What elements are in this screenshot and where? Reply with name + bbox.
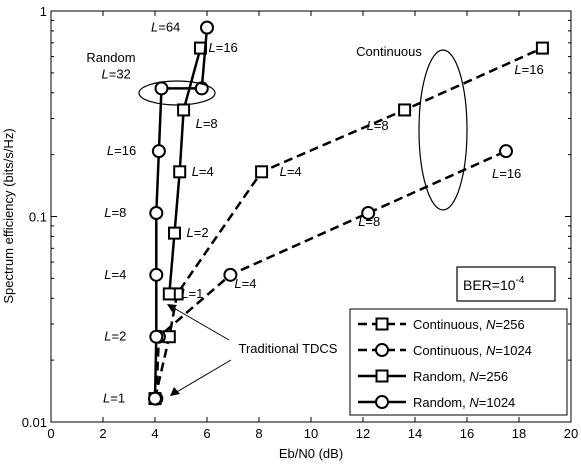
data-point-marker [173, 165, 187, 179]
annotation-random: Random [86, 50, 135, 65]
data-point-marker [154, 81, 169, 96]
data-point-marker [149, 329, 164, 344]
series-line [153, 46, 543, 399]
data-point-marker [149, 267, 164, 282]
data-point-label: L=16 [514, 62, 543, 77]
data-point-label: L=64 [151, 20, 180, 35]
x-tick-label: 0 [47, 426, 54, 441]
ber-box: BER=10-4 [456, 266, 556, 302]
x-tick-label: 8 [255, 426, 262, 441]
data-point-marker [148, 391, 162, 406]
x-tick-label: 20 [564, 426, 578, 441]
legend-marker [375, 343, 389, 357]
data-point-marker [361, 205, 376, 220]
x-tick-label: 6 [203, 426, 210, 441]
data-point-marker [149, 205, 164, 220]
point-labels: L=4 L=8 L=16 L=4 L=8 L=16 L=1 L=2 L=4 L=8 L=16 L=1 L… [102, 20, 544, 406]
legend-label: Random, N=1024 [413, 395, 515, 410]
y-tick-label: 1 [40, 4, 47, 19]
legend-entry-2: Random, N=256 [358, 369, 508, 384]
data-point-label: L=1 [181, 286, 203, 301]
data-point-label: L=4 [234, 276, 256, 291]
data-point-label: L=8 [358, 214, 380, 229]
continuous-group-ellipse [418, 49, 468, 211]
svg-text:BER=10-4: BER=10-4 [463, 275, 525, 293]
data-point-marker [223, 267, 238, 282]
data-point-label: L=4 [104, 267, 126, 282]
data-point-label: L=16 [209, 40, 238, 55]
legend-marker [375, 395, 389, 409]
random-group-ellipse [138, 80, 216, 106]
legend-label: Random, N=256 [413, 369, 508, 384]
x-axis-label: Eb/N0 (dB) [279, 446, 343, 461]
y-axis-label: Spectrum efficiency (bits/s/Hz) [1, 128, 16, 303]
y-tick-label: 0.1 [29, 210, 47, 225]
legend-label: Continuous, N=1024 [413, 343, 532, 358]
data-point-marker [151, 144, 166, 159]
x-tick-label: 4 [151, 426, 158, 441]
legend-marker [375, 369, 389, 383]
data-point-label: L=8 [104, 205, 126, 220]
x-tick-label: 10 [304, 426, 318, 441]
x-tick-label: 2 [99, 426, 106, 441]
axis-ticks: 0 2 4 6 8 10 12 14 16 18 20 0.01 0.1 1 [22, 4, 579, 441]
data-point-label: L=2 [187, 225, 209, 240]
y-tick-label: 0.01 [22, 415, 47, 430]
legend-label: Continuous, N=256 [413, 317, 525, 332]
legend-entry-3: Random, N=1024 [358, 395, 515, 410]
legend-marker [375, 317, 389, 331]
data-point-marker [255, 165, 269, 179]
annotation-continuous: Continuous [356, 44, 422, 59]
ber-exponent-text: -4 [516, 275, 525, 286]
x-tick-label: 16 [460, 426, 474, 441]
data-point-label: L=16 [492, 166, 521, 181]
data-point-label: L=8 [367, 118, 389, 133]
chart-legend: Continuous, N=256 Continuous, N=1024 Rando… [349, 308, 568, 416]
traditional-arrow-lower [170, 359, 232, 396]
x-tick-label: 12 [356, 426, 370, 441]
data-point-label: L=4 [192, 164, 214, 179]
data-point-label: L=16 [107, 143, 136, 158]
data-point-marker [200, 20, 214, 35]
legend-entry-1: Continuous, N=1024 [358, 343, 532, 358]
series-3 [148, 20, 214, 406]
data-point-label: L=2 [104, 329, 126, 344]
plot-marks [148, 20, 549, 406]
data-point-label: L=4 [280, 164, 302, 179]
data-point-label: L=1 [103, 391, 125, 406]
data-point-marker [535, 41, 549, 55]
data-point-marker [177, 103, 191, 117]
ber-base-text: BER=10 [463, 277, 516, 293]
traditional-arrow-upper [167, 304, 230, 341]
x-tick-label: 14 [408, 426, 422, 441]
legend-entry-0: Continuous, N=256 [358, 317, 525, 332]
data-point-label: L=32 [102, 66, 131, 81]
data-point-marker [499, 144, 513, 159]
data-point-label: L=8 [196, 116, 218, 131]
annotation-traditional-tdcs: Traditional TDCS [239, 341, 338, 356]
data-point-marker [168, 226, 181, 240]
x-tick-label: 18 [512, 426, 526, 441]
data-point-marker [162, 287, 176, 301]
data-point-marker [398, 103, 412, 117]
